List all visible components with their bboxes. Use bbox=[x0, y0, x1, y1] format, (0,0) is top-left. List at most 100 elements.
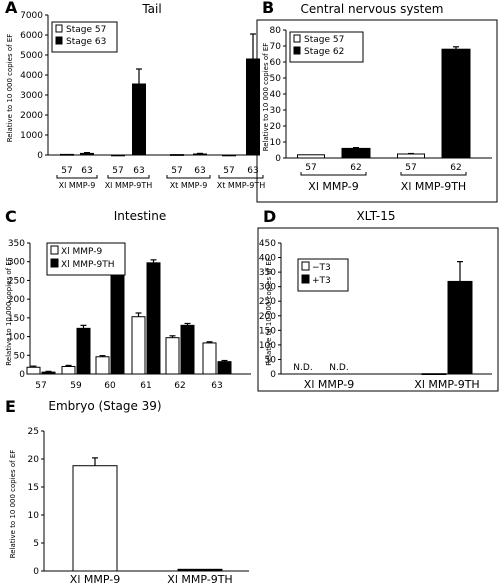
y-tick-label: 70 bbox=[270, 42, 282, 52]
y-axis-label: Relative to 10 000 copies of EF bbox=[265, 257, 273, 366]
y-tick-label: 40 bbox=[270, 90, 282, 100]
y-tick-label: 250 bbox=[259, 297, 276, 307]
y-tick-label: 250 bbox=[8, 276, 25, 286]
panel-letter-D: D bbox=[263, 207, 276, 226]
y-axis-label: Relative to 10 000 copies of EF bbox=[9, 450, 17, 559]
group-bracket bbox=[166, 175, 211, 179]
group-label: Xt MMP-9 bbox=[170, 181, 208, 190]
y-tick-label: 50 bbox=[14, 351, 26, 361]
bar-Xl MMP-9TH-62 bbox=[180, 324, 195, 375]
y-tick-label: 7000 bbox=[20, 11, 43, 21]
y-tick-label: 450 bbox=[259, 239, 276, 249]
legend-swatch bbox=[293, 34, 301, 43]
bar-Xl MMP-9TH-63 bbox=[217, 361, 232, 375]
group-bracket bbox=[400, 172, 467, 176]
bar-Xl MMP-9-57 bbox=[60, 153, 74, 156]
group-label: Xt MMP-9TH bbox=[217, 181, 266, 190]
y-tick-label: 60 bbox=[270, 58, 282, 68]
panel-frame-D bbox=[257, 227, 499, 392]
panel-letter-B: B bbox=[262, 0, 274, 17]
bar-Xt MMP-9-57 bbox=[170, 154, 184, 156]
bar-Xl MMP-9TH bbox=[177, 568, 223, 572]
x-tick-label: 63 bbox=[211, 381, 222, 391]
legend-label: Xl MMP-9 bbox=[61, 247, 103, 257]
y-tick-label: 30 bbox=[270, 106, 282, 116]
y-tick-label: 5 bbox=[33, 539, 39, 549]
annotation-nd: N.D. bbox=[329, 363, 348, 373]
y-tick-label: 350 bbox=[8, 239, 25, 249]
y-tick-label: 1000 bbox=[20, 131, 43, 141]
y-tick-label: 200 bbox=[259, 312, 276, 322]
x-tick-label: 60 bbox=[104, 381, 116, 391]
group-label: Xl MMP-9TH bbox=[401, 180, 466, 193]
legend-swatch bbox=[55, 24, 63, 33]
y-tick-label: 0 bbox=[270, 370, 276, 380]
panel-D: D XLT-15 0 50 100 150 200 250 300 350 400 450 Relati… bbox=[259, 207, 492, 391]
x-tick-label: 57 bbox=[61, 166, 72, 176]
bar-Xl MMP-9TH-57 bbox=[41, 371, 56, 375]
bar-Xl MMP-9TH-60 bbox=[110, 260, 125, 375]
y-axis-label: Relative to 10 000 copies of EF bbox=[5, 257, 13, 366]
x-tick-label: 57 bbox=[35, 381, 46, 391]
x-tick-label: 62 bbox=[450, 163, 461, 173]
bar-Xl MMP-9-57 bbox=[26, 366, 41, 375]
y-tick-label: 6000 bbox=[20, 31, 43, 41]
x-tick-label: Xl MMP-9TH bbox=[167, 573, 232, 586]
bar-Xl MMP-9TH-59 bbox=[76, 327, 91, 375]
legend-label: +T3 bbox=[312, 276, 331, 286]
legend-label: Stage 63 bbox=[66, 37, 106, 47]
group-bracket bbox=[107, 175, 150, 179]
chart-title: XLT-15 bbox=[356, 209, 395, 223]
legend-box bbox=[51, 21, 118, 53]
group-label: Xl MMP-9 bbox=[59, 181, 96, 190]
panel-letter-E: E bbox=[5, 397, 16, 416]
y-tick-label: 350 bbox=[259, 268, 276, 278]
panel-letter-C: C bbox=[5, 207, 17, 226]
y-tick-label: 100 bbox=[259, 341, 276, 351]
y-tick-label: 0 bbox=[275, 154, 281, 164]
y-tick-label: 10 bbox=[270, 138, 282, 148]
bar-Xl MMP-9-63 bbox=[202, 342, 217, 375]
bar-Xl MMP-9-60 bbox=[95, 356, 110, 375]
legend-swatch bbox=[301, 274, 310, 284]
x-tick-label: 63 bbox=[133, 166, 144, 176]
legend-box bbox=[46, 242, 126, 276]
chart-title: Central nervous system bbox=[301, 2, 444, 16]
y-tick-label: 2000 bbox=[20, 111, 43, 121]
x-tick-label: 63 bbox=[81, 166, 92, 176]
y-tick-label: 25 bbox=[28, 427, 39, 437]
bar-Xl MMP-9-62 bbox=[341, 147, 371, 159]
x-tick-label: 63 bbox=[194, 166, 205, 176]
bar-Xl MMP-9-57 bbox=[297, 154, 325, 159]
panel-frame-B bbox=[256, 19, 498, 203]
group-label: Xl MMP-9 bbox=[308, 180, 358, 193]
legend-box bbox=[289, 31, 364, 63]
legend-label: Stage 62 bbox=[304, 47, 344, 57]
y-tick-label: 100 bbox=[8, 333, 25, 343]
legend-swatch bbox=[301, 261, 310, 271]
bar-Xl MMP-9-59 bbox=[61, 366, 76, 375]
legend-swatch bbox=[50, 245, 59, 255]
group-bracket bbox=[218, 175, 264, 179]
y-tick-label: 0 bbox=[37, 151, 43, 161]
y-tick-label: 150 bbox=[8, 314, 25, 324]
x-tick-label: 57 bbox=[112, 166, 123, 176]
bar-Xl MMP-9-61 bbox=[131, 316, 146, 375]
legend-label: −T3 bbox=[312, 263, 331, 273]
x-tick-label: 57 bbox=[223, 166, 234, 176]
y-tick-label: 300 bbox=[259, 283, 276, 293]
panel-B: B Central nervous system 0 10 20 30 40 50 60 70 80… bbox=[262, 0, 492, 193]
legend-label: Stage 57 bbox=[66, 25, 106, 35]
y-tick-label: 3000 bbox=[20, 91, 43, 101]
panel-C: C Intestine 0 50 100 150 200 250 300 350 Relative … bbox=[5, 207, 251, 391]
y-tick-label: 5000 bbox=[20, 51, 43, 61]
annotation-nd: N.D. bbox=[293, 363, 312, 373]
y-tick-label: 50 bbox=[270, 74, 282, 84]
bar-Xl MMP-9TH-57 bbox=[111, 154, 125, 157]
x-tick-label: 57 bbox=[405, 163, 416, 173]
legend-swatch bbox=[50, 258, 59, 268]
y-axis-label: Relative to 10 000 copies of EF bbox=[262, 43, 270, 152]
x-tick-label: 62 bbox=[174, 381, 185, 391]
bar-Xt MMP-9-63 bbox=[193, 153, 207, 156]
